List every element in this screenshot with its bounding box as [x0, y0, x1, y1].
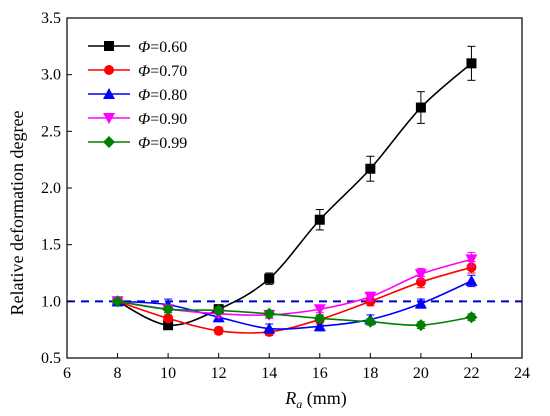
data-point: [163, 320, 174, 331]
legend-item: Φ=0.70: [88, 63, 187, 80]
legend-label: Φ=0.60: [138, 39, 187, 56]
data-point: [213, 325, 224, 336]
legend-label: Φ=0.90: [138, 111, 187, 128]
x-tick-label: 16: [312, 365, 328, 382]
y-tick-label: 3.5: [41, 10, 61, 27]
data-point: [414, 297, 427, 309]
legend-symbol: Φ: [138, 111, 150, 128]
legend-label: Φ=0.99: [138, 135, 187, 152]
x-tick-label: 10: [160, 365, 176, 382]
legend-symbol: Φ: [138, 87, 150, 104]
data-point: [263, 307, 276, 320]
y-tick-label: 2.0: [41, 180, 61, 197]
data-point: [365, 163, 376, 174]
legend-value: =0.90: [150, 111, 187, 128]
series-layer: [111, 45, 478, 337]
legend-label: Φ=0.70: [138, 63, 187, 80]
data-point: [466, 58, 477, 69]
data-point: [314, 214, 325, 225]
axis-ticks: 6 8 10 12 14 16 18 20 22 24 0.5 1.0 1.5 2.0 2.5 3.0 3.5: [41, 10, 530, 382]
legend-value: =0.80: [150, 87, 187, 104]
data-point: [263, 322, 276, 334]
legend-value: =0.70: [150, 63, 187, 80]
series-0-99: [111, 295, 478, 332]
legend-item: Φ=0.99: [88, 135, 187, 152]
data-point: [313, 304, 326, 316]
data-point: [212, 304, 225, 317]
legend-marker: [104, 65, 114, 75]
y-tick-label: 3.0: [41, 67, 61, 84]
y-axis-title: Relative deformation degree: [7, 111, 27, 316]
x-tick-label: 20: [413, 365, 429, 382]
x-tick-label: 14: [261, 365, 277, 382]
x-axis-title-symbol: R: [284, 388, 296, 408]
data-point: [415, 102, 426, 113]
legend-marker: [103, 88, 115, 99]
x-tick-label: 18: [362, 365, 378, 382]
legend-symbol: Φ: [138, 39, 150, 56]
legend-item: Φ=0.90: [88, 111, 187, 128]
data-point: [414, 269, 427, 281]
data-point: [465, 254, 478, 266]
legend-item: Φ=0.80: [88, 87, 187, 104]
x-tick-label: 24: [514, 365, 530, 382]
data-point: [111, 295, 124, 308]
x-axis-title: Ra (mm): [284, 388, 347, 411]
x-tick-label: 22: [463, 365, 479, 382]
data-point: [313, 312, 326, 325]
x-tick-label: 8: [114, 365, 122, 382]
x-axis-title-unit: (mm): [302, 388, 347, 409]
legend: Φ=0.60Φ=0.70Φ=0.80Φ=0.90Φ=0.99: [88, 39, 187, 152]
legend-symbol: Φ: [138, 63, 150, 80]
x-tick-label: 6: [63, 365, 71, 382]
data-point: [163, 313, 174, 324]
data-point: [414, 319, 427, 332]
y-tick-label: 2.5: [41, 123, 61, 140]
data-point: [465, 274, 478, 286]
legend-value: =0.99: [150, 135, 187, 152]
legend-marker: [103, 136, 115, 148]
legend-value: =0.60: [150, 39, 187, 56]
data-point: [465, 311, 478, 324]
data-point: [466, 262, 477, 273]
y-tick-label: 1.5: [41, 237, 61, 254]
y-tick-label: 1.0: [41, 293, 61, 310]
legend-symbol: Φ: [138, 135, 150, 152]
x-axis-title-subscript: a: [296, 397, 302, 411]
data-point: [313, 320, 326, 332]
legend-marker: [104, 41, 114, 51]
x-tick-label: 12: [211, 365, 227, 382]
y-tick-label: 0.5: [41, 350, 61, 367]
data-point: [364, 315, 377, 328]
data-point: [162, 303, 175, 316]
data-point: [364, 291, 377, 303]
legend-marker: [103, 113, 115, 124]
legend-item: Φ=0.60: [88, 39, 187, 56]
data-point: [264, 273, 275, 284]
legend-label: Φ=0.80: [138, 87, 187, 104]
